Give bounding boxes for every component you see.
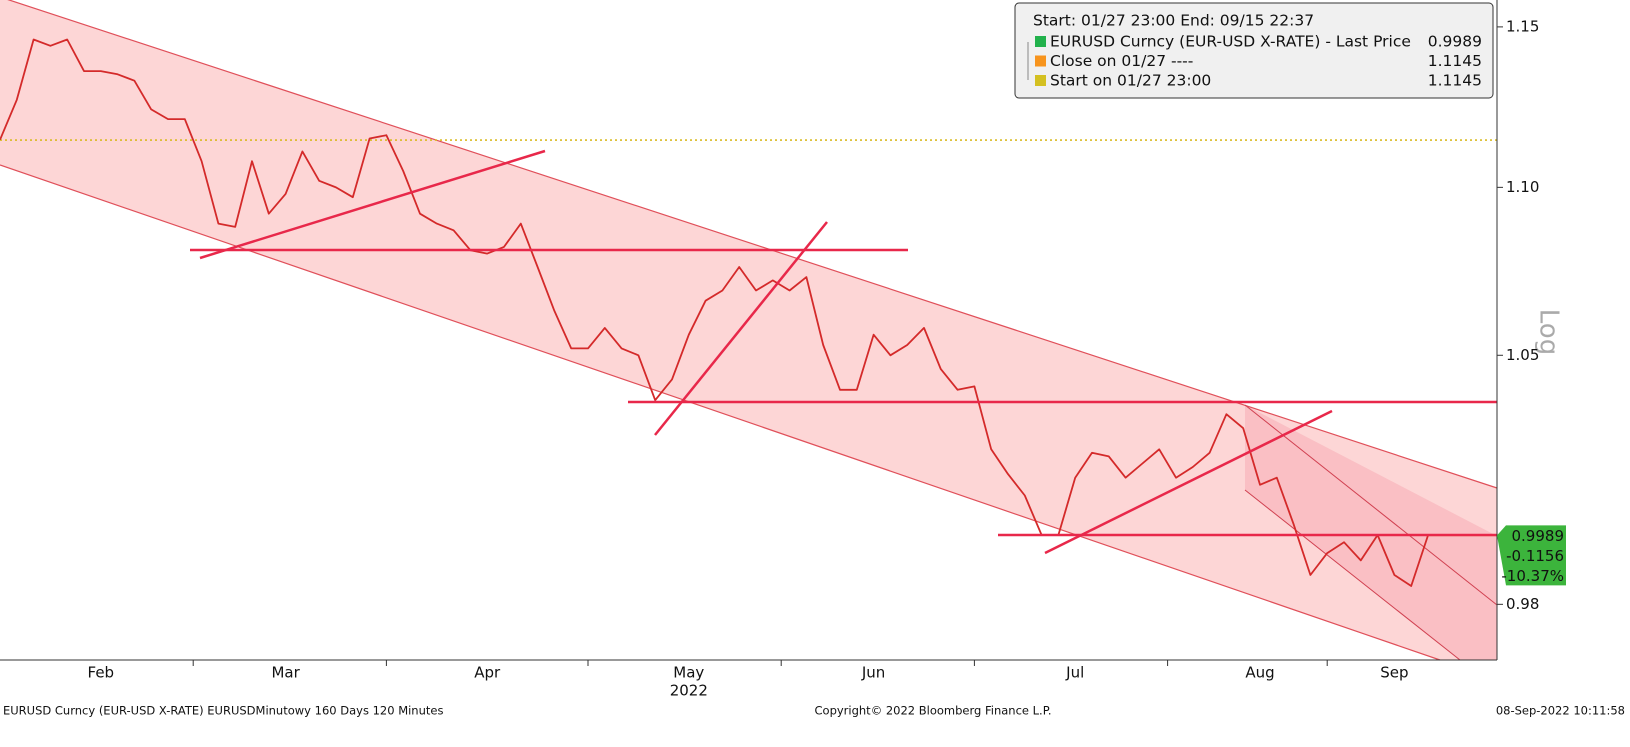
legend-label: EURUSD Curncy (EUR-USD X-RATE) - Last Pr… xyxy=(1050,33,1411,51)
legend-label: Start on 01/27 23:00 xyxy=(1050,72,1211,90)
legend-value: 1.1145 xyxy=(1428,72,1482,90)
y-tick-label: 0.98 xyxy=(1506,595,1539,613)
x-tick-label: Jul xyxy=(1065,664,1084,682)
scale-label: Log xyxy=(1534,309,1564,355)
footer: Copyright© 2022 Bloomberg Finance L.P. xyxy=(815,704,1052,718)
y-tick-label: 1.15 xyxy=(1506,17,1539,35)
price-line xyxy=(0,38,1429,587)
inner-channel xyxy=(1245,405,1497,660)
footer: EURUSD Curncy (EUR-USD X-RATE) EURUSDMin… xyxy=(3,704,443,718)
price-tag-label: -10.37% xyxy=(1501,567,1564,585)
trend-line xyxy=(654,221,828,436)
legend-swatch xyxy=(1035,55,1046,67)
legend-label: Close on 01/27 ---- xyxy=(1050,52,1193,70)
year-label: 2022 xyxy=(670,682,708,700)
legend-value: 1.1145 xyxy=(1428,52,1482,70)
price-tag-label: 0.9989 xyxy=(1512,527,1565,545)
channel xyxy=(0,0,1497,660)
price-tag-label: -0.1156 xyxy=(1506,547,1564,565)
legend-swatch xyxy=(1035,75,1046,86)
legend-box xyxy=(1014,2,1494,99)
legend-title: Start: 01/27 23:00 End: 09/15 22:37 xyxy=(1033,12,1314,30)
x-tick-label: Aug xyxy=(1245,664,1274,682)
legend-value: 0.9989 xyxy=(1428,33,1482,51)
x-tick-label: Sep xyxy=(1380,664,1408,682)
price-tag xyxy=(1497,525,1566,586)
channel-edge xyxy=(1244,489,1461,661)
channel-edge xyxy=(7,0,1498,489)
x-tick-label: Jun xyxy=(861,664,885,682)
trend-line xyxy=(199,149,546,260)
footer: 08-Sep-2022 10:11:58 xyxy=(1496,704,1625,718)
y-tick-label: 1.05 xyxy=(1506,346,1539,364)
y-tick-label: 1.10 xyxy=(1506,178,1539,196)
x-tick-label: Mar xyxy=(271,664,300,682)
channel-edge xyxy=(0,164,1441,661)
legend-swatch xyxy=(1035,36,1046,47)
trend-line xyxy=(1044,409,1333,555)
channel-edge xyxy=(1244,404,1498,606)
x-tick-label: May xyxy=(673,664,704,682)
x-tick-label: Feb xyxy=(88,664,115,682)
x-tick-label: Apr xyxy=(474,664,501,682)
